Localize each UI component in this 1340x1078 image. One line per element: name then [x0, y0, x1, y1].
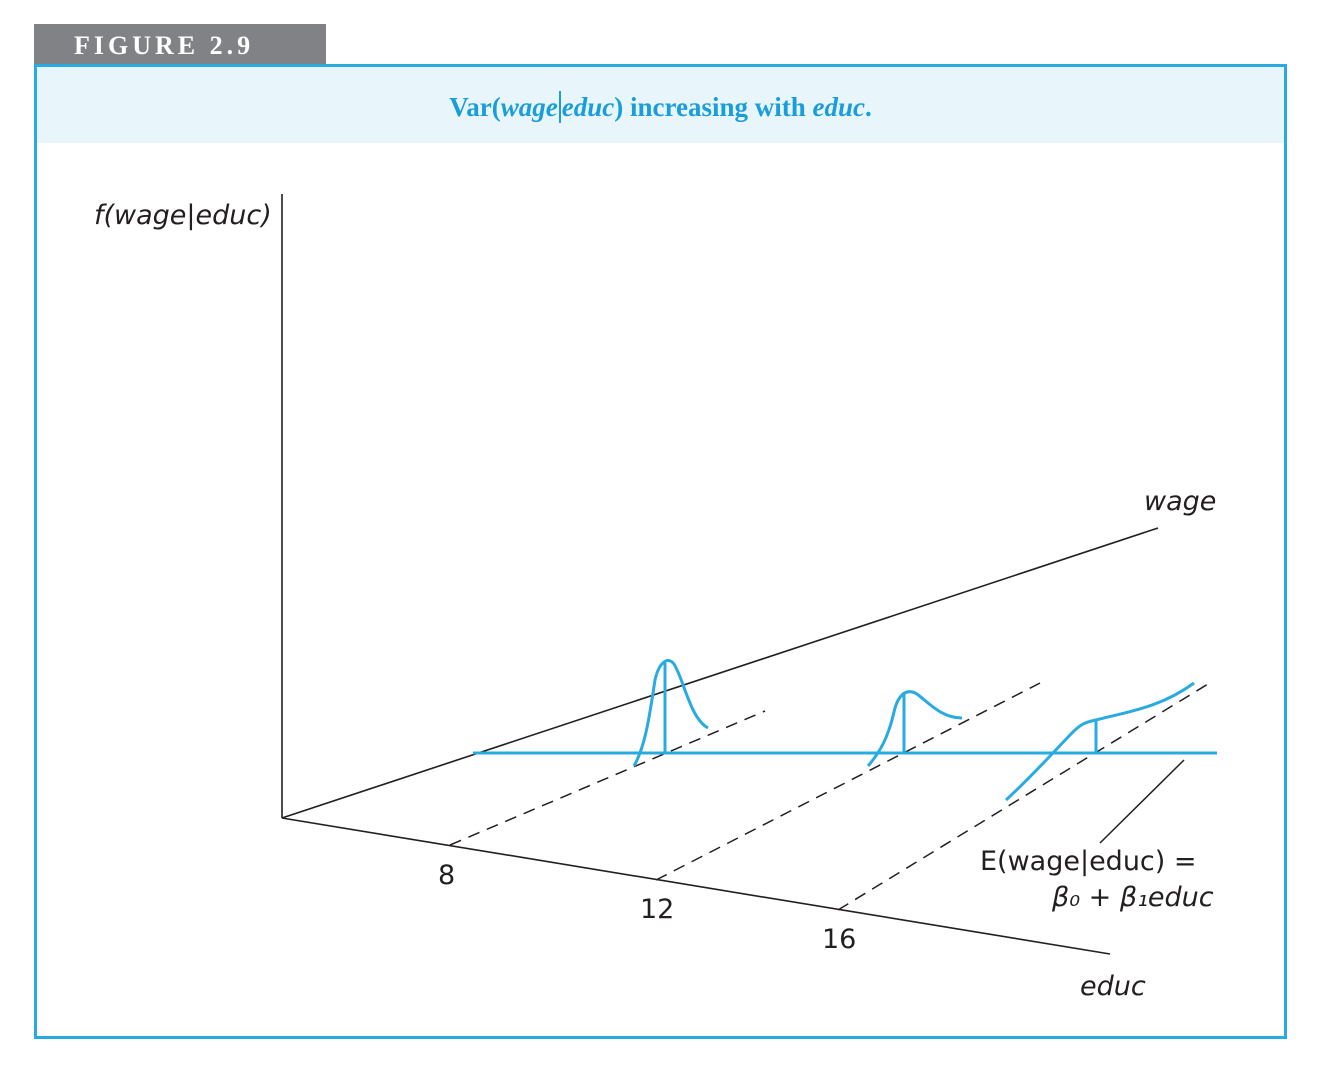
caption-var-educ-2: educ	[812, 92, 865, 122]
conditional-bar	[558, 91, 561, 123]
dashed-line-12	[655, 682, 1041, 881]
figure-frame: Var(wage educ) increasing with educ.	[34, 64, 1287, 1039]
figure-label: FIGURE 2.9	[34, 24, 326, 64]
tick-label-8: 8	[438, 860, 455, 891]
density-curve-8	[632, 659, 709, 767]
dashed-line-16	[837, 683, 1209, 911]
y-axis-label: f(wage|educ)	[94, 200, 272, 231]
tick-label-16: 16	[822, 924, 856, 955]
caption-var-educ: educ	[561, 92, 615, 122]
dashed-line-8	[449, 710, 766, 846]
caption-var-wage: wage	[500, 92, 558, 122]
regression-label-line1: E(wage|educ) =	[980, 846, 1197, 877]
regression-label-line2: β₀ + β₁educ	[1051, 882, 1214, 913]
callout-leader	[1099, 759, 1185, 844]
wage-axis-label: wage	[1144, 486, 1216, 517]
caption-middle: ) increasing with	[614, 92, 813, 122]
tick-label-12: 12	[640, 894, 674, 925]
wage-axis	[281, 527, 1159, 819]
density-curve-16	[1004, 681, 1195, 802]
educ-axis-label: educ	[1080, 971, 1146, 1002]
density-curve-12	[866, 690, 963, 767]
caption-prefix: Var(	[449, 92, 501, 122]
educ-axis	[281, 817, 1111, 955]
caption-suffix: .	[864, 92, 872, 122]
figure-caption: Var(wage educ) increasing with educ.	[37, 67, 1284, 143]
